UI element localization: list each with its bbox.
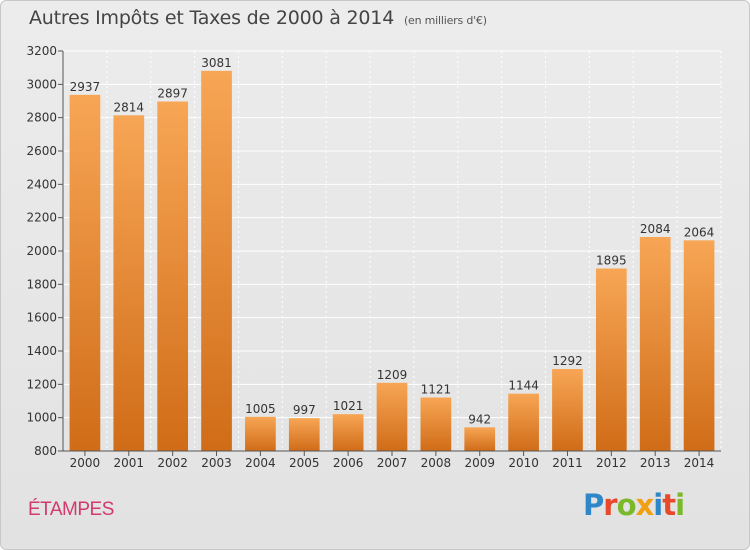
- data-label: 1292: [552, 354, 583, 368]
- y-tick-label: 1800: [26, 277, 57, 291]
- x-tick-label: 2014: [684, 456, 715, 470]
- x-tick-label: 2001: [114, 456, 145, 470]
- data-label: 1121: [421, 383, 452, 397]
- y-tick-label: 2200: [26, 211, 57, 225]
- bar-2012: [595, 268, 627, 451]
- bar-2003: [201, 70, 232, 451]
- logo-letter: P: [583, 488, 604, 522]
- x-tick-label: 2000: [70, 456, 101, 470]
- bar-2009: [464, 427, 496, 451]
- x-tick-label: 2002: [157, 456, 188, 470]
- y-tick-label: 3200: [26, 44, 57, 58]
- x-tick-label: 2013: [640, 456, 671, 470]
- x-tick-label: 2012: [596, 456, 627, 470]
- logo-letter: o: [616, 488, 637, 522]
- y-tick-label: 1600: [26, 311, 57, 325]
- x-tick-label: 2009: [464, 456, 495, 470]
- town-name: ÉTAMPES: [28, 499, 114, 520]
- bar-2000: [69, 94, 101, 451]
- x-tick-label: 2005: [289, 456, 320, 470]
- bar-2013: [639, 237, 671, 451]
- y-tick-label: 800: [34, 444, 57, 458]
- logo-letter: i: [675, 488, 685, 522]
- chart-title: Autres Impôts et Taxes de 2000 à 2014 (e…: [29, 7, 487, 29]
- logo-letter: t: [662, 488, 676, 522]
- bar-2005: [288, 418, 320, 451]
- x-tick-label: 2004: [245, 456, 276, 470]
- x-tick-label: 2003: [201, 456, 232, 470]
- bar-2010: [508, 393, 539, 451]
- data-label: 2084: [640, 222, 671, 236]
- data-label: 2897: [157, 87, 188, 101]
- logo-letter: i: [653, 488, 663, 522]
- data-label: 1021: [333, 399, 364, 413]
- y-tick-label: 1200: [26, 377, 57, 391]
- y-tick-label: 2000: [26, 244, 57, 258]
- bar-2001: [113, 115, 145, 451]
- bar-2011: [552, 369, 583, 451]
- data-label: 3081: [201, 56, 232, 70]
- y-tick-label: 1000: [26, 411, 57, 425]
- data-label: 1144: [508, 379, 539, 393]
- y-tick-label: 3000: [26, 77, 57, 91]
- bar-2004: [245, 416, 276, 451]
- bar-2007: [376, 382, 408, 451]
- data-label: 1209: [377, 368, 408, 382]
- y-tick-label: 2800: [26, 111, 57, 125]
- data-label: 997: [293, 403, 316, 417]
- bar-2002: [157, 101, 189, 451]
- x-tick-label: 2006: [333, 456, 364, 470]
- y-tick-label: 2400: [26, 177, 57, 191]
- x-tick-label: 2010: [508, 456, 539, 470]
- bar-2006: [332, 414, 364, 451]
- logo-letter: r: [603, 488, 617, 522]
- x-tick-label: 2011: [552, 456, 583, 470]
- x-tick-label: 2008: [421, 456, 452, 470]
- chart-subtitle: (en milliers d'€): [403, 14, 487, 27]
- bar-2008: [420, 397, 452, 451]
- data-label: 1005: [245, 402, 276, 416]
- proxiti-logo[interactable]: Proxiti: [583, 488, 685, 522]
- axes: 800 1000 1200 1400 1600 1800 2000 2200 2400 2600 2…: [26, 44, 721, 470]
- data-label: 2064: [684, 225, 715, 239]
- logo-letter: x: [635, 488, 655, 522]
- bars: 2937 2814 2897 3081 1005 997 1021 1209 1121 942 11…: [69, 56, 715, 451]
- y-tick-label: 1400: [26, 344, 57, 358]
- y-tick-label: 2600: [26, 144, 57, 158]
- data-label: 942: [468, 412, 491, 426]
- bar-2014: [683, 240, 715, 451]
- title-text: Autres Impôts et Taxes de 2000 à 2014: [29, 7, 395, 29]
- data-label: 2814: [114, 100, 145, 114]
- data-label: 2937: [70, 80, 101, 94]
- x-tick-label: 2007: [377, 456, 408, 470]
- data-label: 1895: [596, 254, 627, 268]
